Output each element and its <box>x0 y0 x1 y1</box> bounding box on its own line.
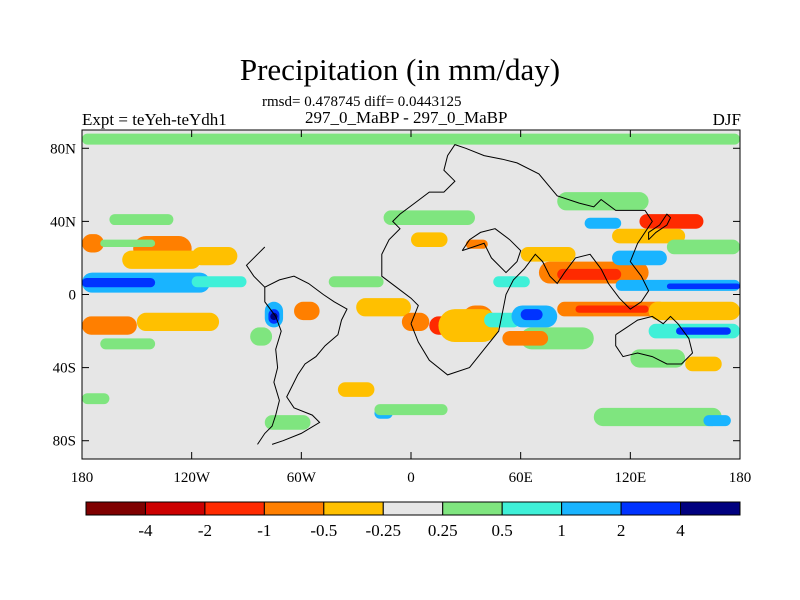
contour-region-spac-dry-e <box>648 301 740 321</box>
contour-region-sp-wet-2 <box>82 393 110 405</box>
colorbar-box <box>680 501 741 516</box>
contour-region-atl-dry-1 <box>294 301 320 321</box>
contour-region-med-wet <box>383 210 475 226</box>
coastline-layer <box>245 144 694 445</box>
contour-region-seasia-wet <box>612 250 667 266</box>
colorbar-label: 0.5 <box>492 521 513 540</box>
contour-region-atl-dry-2 <box>356 298 411 317</box>
map-layer <box>82 130 740 459</box>
x-tick-label: 60E <box>509 470 533 486</box>
contour-region-sp-wet <box>100 338 156 350</box>
contour-region-io-wet-3 <box>520 309 543 321</box>
y-tick-label: 0 <box>69 288 77 304</box>
contour-region-np-dry-3 <box>122 250 201 269</box>
coastline-arabia <box>461 228 522 274</box>
contour-region-np-dry-4 <box>191 246 238 266</box>
contour-region-atl-dry-3 <box>401 312 430 332</box>
contour-region-spcz-core <box>676 327 731 335</box>
y-tick-label: 40S <box>53 361 76 377</box>
colorbar-box <box>323 501 384 516</box>
contour-region-io-dry <box>502 331 549 346</box>
x-tick-label: 180 <box>729 470 752 486</box>
contour-region-sp-dry-2 <box>136 312 220 332</box>
contour-region-arctic-band <box>82 133 740 145</box>
contour-region-aus-dry <box>685 356 722 372</box>
colorbar-box <box>263 501 325 516</box>
contour-region-japan-dry <box>639 214 704 229</box>
x-tick-label: 120E <box>614 470 646 486</box>
contour-region-so-wet-2 <box>374 404 448 416</box>
y-tick-label: 40N <box>50 214 76 230</box>
x-tick-label: 180 <box>71 470 94 486</box>
colorbar-label: 0.25 <box>428 521 458 540</box>
contour-region-wpac-wet-2 <box>666 283 740 290</box>
colorbar-box <box>501 501 563 516</box>
colorbar-label: -0.25 <box>366 521 401 540</box>
contour-region-aus-wet <box>630 349 686 368</box>
colorbar: -4 -2 -1 -0.5 -0.25 0.25 0.5 1 2 4 <box>85 501 741 540</box>
colorbar-label: -0.5 <box>310 521 337 540</box>
contour-region-seasia-dry-2 <box>557 268 622 280</box>
y-tick-label: 80S <box>53 434 76 450</box>
contour-region-andes-wet <box>250 327 273 346</box>
contour-region-eq-pac-tail <box>191 276 247 288</box>
colorbar-label: 1 <box>557 521 566 540</box>
colorbar-box <box>620 501 682 516</box>
contour-region-spac-dry-w2 <box>575 305 649 313</box>
colorbar-label: -1 <box>257 521 271 540</box>
contour-region-amazon-deep <box>270 312 278 321</box>
contour-region-np-dry-1 <box>82 234 104 253</box>
colorbar-box <box>85 501 146 516</box>
coastline-australia <box>615 315 694 365</box>
colorbar-box <box>382 501 444 516</box>
x-tick-label: 60W <box>287 470 317 486</box>
contour-region-seasia-dry-3 <box>520 246 576 262</box>
contour-region-nwpac-wet <box>666 239 740 255</box>
contour-region-sahara-dry <box>465 239 488 249</box>
contour-region-iran-wet <box>493 276 530 288</box>
contour-region-so-wet-4 <box>703 415 731 427</box>
contour-region-sp-dry-1 <box>82 316 137 335</box>
colorbar-label: 2 <box>617 521 626 540</box>
colorbar-box <box>561 501 622 516</box>
coastline-americas <box>257 275 348 445</box>
colorbar-label: -2 <box>198 521 212 540</box>
period-label: 297_0_MaBP - 297_0_MaBP <box>305 108 508 127</box>
colorbar-box <box>144 501 206 516</box>
contour-region-so-wet-3 <box>593 407 722 427</box>
coastline-japan <box>648 213 672 241</box>
colorbar-label: 4 <box>676 521 685 540</box>
contour-region-med-dry <box>411 232 448 247</box>
contour-region-ne-pacific-wet <box>109 214 174 226</box>
season-label: DJF <box>712 110 741 129</box>
axis-ticks: 180 120W 60W 0 60E 120E 180 80N 40N 0 40S 80S <box>50 130 751 486</box>
x-tick-label: 120W <box>173 470 211 486</box>
contour-region-eq-pac-core <box>82 278 156 288</box>
colorbar-box <box>204 501 265 516</box>
coastline-n-america-stub <box>245 246 266 288</box>
x-tick-label: 0 <box>407 470 415 486</box>
contour-region-np-wet-1 <box>100 239 156 247</box>
contour-region-africa-dry-3 <box>438 309 499 343</box>
contour-region-korea-wet <box>584 217 622 229</box>
stats-line: rmsd= 0.478745 diff= 0.0443125 <box>262 94 462 110</box>
contour-region-atl-wet-n <box>328 276 384 288</box>
experiment-label: Expt = teYeh-teYdh1 <box>82 110 227 129</box>
contour-region-sa-s-dry <box>337 382 375 397</box>
contour-region-so-wet-1 <box>264 415 311 430</box>
colorbar-label: -4 <box>138 521 153 540</box>
coastline-africa-eurasia <box>381 144 653 376</box>
colorbar-box <box>442 501 503 516</box>
chart-title: Precipitation (in mm/day) <box>239 52 561 87</box>
y-tick-label: 80N <box>50 141 76 157</box>
